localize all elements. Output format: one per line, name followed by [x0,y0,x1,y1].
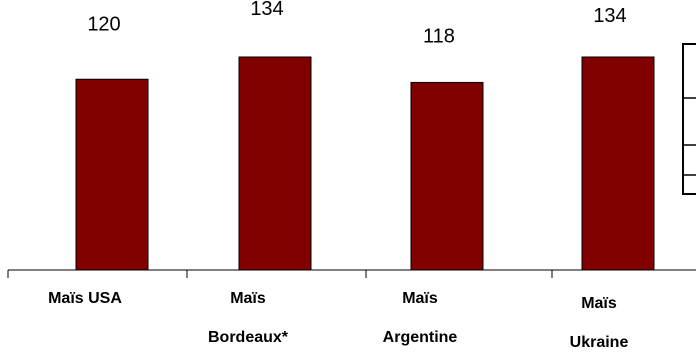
bar [581,56,655,271]
category-label: Ukraine [570,334,629,351]
category-label: Bordeaux* [208,329,289,346]
data-label: 134 [593,5,626,27]
category-label: Argentine [383,329,458,346]
category-label: Maïs USA [48,290,122,307]
category-label: Maïs [230,290,266,307]
bar [238,56,312,271]
category-labels: Maïs USA Maïs Bordeaux* Maïs Argentine Maïs Uk… [48,290,628,351]
x-axis-ticks [7,270,553,278]
bar-series [75,56,655,271]
category-label: Maïs [402,290,438,307]
data-label: 120 [87,13,120,35]
category-label: Maïs [581,295,617,312]
data-label: 118 [423,25,455,47]
data-labels: 120 134 118 134 [87,0,626,47]
bar [75,78,149,271]
bar [410,81,484,271]
legend-box [682,43,696,195]
legend-frame [682,43,696,195]
data-label: 134 [250,0,283,20]
